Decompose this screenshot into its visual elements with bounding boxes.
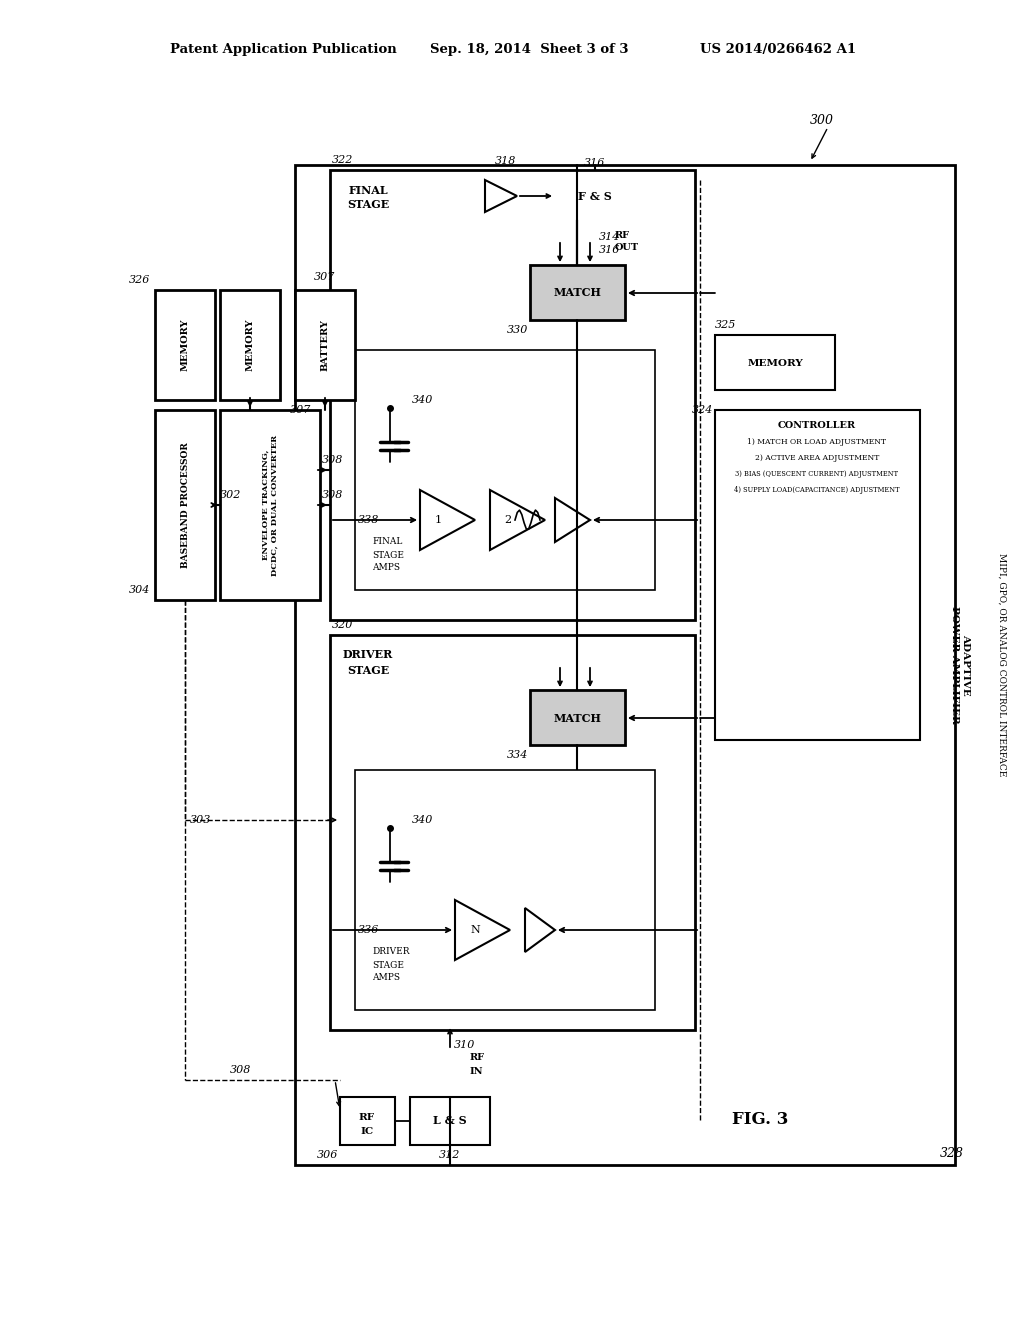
Bar [330,635,695,1030]
Text: DRIVER: DRIVER [343,649,393,660]
Text: 2) ACTIVE AREA ADJUSTMENT: 2) ACTIVE AREA ADJUSTMENT [755,454,880,462]
Text: 330: 330 [507,325,528,335]
Text: US 2014/0266462 A1: US 2014/0266462 A1 [700,44,856,57]
Bar [155,411,215,601]
Text: F & S: F & S [579,190,612,202]
Text: BASEBAND PROCESSOR: BASEBAND PROCESSOR [180,442,189,568]
Bar [715,411,920,741]
Text: 340: 340 [412,814,433,825]
Text: RF: RF [615,231,630,239]
Text: 308: 308 [322,455,343,465]
Text: AMPS: AMPS [372,974,400,982]
Bar [220,411,319,601]
Text: 318: 318 [495,156,516,166]
Bar [530,690,625,744]
Text: 340: 340 [412,395,433,405]
Text: MEMORY: MEMORY [748,359,803,367]
Text: 308: 308 [322,490,343,500]
Text: 316: 316 [585,158,605,168]
Text: IN: IN [470,1067,483,1076]
Text: FINAL: FINAL [372,537,402,546]
Text: 325: 325 [715,319,736,330]
Text: N: N [470,925,480,935]
Text: RF: RF [359,1113,375,1122]
Bar [355,350,655,590]
Text: 310: 310 [454,1040,475,1049]
Bar [330,170,695,620]
Text: 312: 312 [439,1150,461,1160]
Text: ADAPTIVE
POWER AMPLIFIER: ADAPTIVE POWER AMPLIFIER [950,606,970,723]
Text: 303: 303 [190,814,211,825]
Bar [530,265,625,319]
Text: 307: 307 [314,272,336,282]
Text: AMPS: AMPS [372,564,400,573]
Text: 326: 326 [129,275,150,285]
Text: 328: 328 [940,1147,964,1160]
Text: MIPI, GPO, OR ANALOG CONTROL INTERFACE: MIPI, GPO, OR ANALOG CONTROL INTERFACE [997,553,1007,776]
Bar [555,172,635,220]
Text: IC: IC [360,1126,374,1135]
Text: 306: 306 [316,1150,338,1160]
Text: 3) BIAS (QUESCENT CURRENT) ADJUSTMENT: 3) BIAS (QUESCENT CURRENT) ADJUSTMENT [735,470,899,478]
Bar [355,770,655,1010]
Text: MEMORY: MEMORY [246,318,255,371]
Text: MATCH: MATCH [553,713,601,723]
Bar [155,290,215,400]
Text: ENVELOPE TRACKING,
DCDC, OR DUAL CONVERTER: ENVELOPE TRACKING, DCDC, OR DUAL CONVERT… [261,434,279,576]
Bar [220,290,280,400]
Text: CONTROLLER: CONTROLLER [778,421,856,429]
Text: BATTERY: BATTERY [321,319,330,371]
Text: 304: 304 [129,585,150,595]
Text: RF: RF [470,1053,485,1063]
Text: DRIVER: DRIVER [372,948,410,957]
Text: OUT: OUT [615,243,639,252]
Text: 1) MATCH OR LOAD ADJUSTMENT: 1) MATCH OR LOAD ADJUSTMENT [748,438,887,446]
Text: Sep. 18, 2014  Sheet 3 of 3: Sep. 18, 2014 Sheet 3 of 3 [430,44,629,57]
Text: MEMORY: MEMORY [180,318,189,371]
Text: 300: 300 [810,114,834,127]
Text: 308: 308 [230,1065,251,1074]
Text: 314: 314 [599,232,621,242]
Text: STAGE: STAGE [347,199,389,210]
Text: 4) SUPPLY LOAD(CAPACITANCE) ADJUSTMENT: 4) SUPPLY LOAD(CAPACITANCE) ADJUSTMENT [734,486,900,494]
Bar [410,1097,490,1144]
Text: 316: 316 [599,246,621,255]
Text: STAGE: STAGE [347,664,389,676]
Text: L & S: L & S [433,1115,467,1126]
Bar [340,1097,395,1144]
Text: STAGE: STAGE [372,961,404,969]
Bar [295,165,955,1166]
Text: 320: 320 [332,620,353,630]
Text: 334: 334 [507,750,528,760]
Text: FINAL: FINAL [348,185,388,195]
Text: 302: 302 [220,490,242,500]
Text: 338: 338 [358,515,379,525]
Text: Patent Application Publication: Patent Application Publication [170,44,396,57]
Bar [295,290,355,400]
Text: 2: 2 [505,515,512,525]
Text: 322: 322 [332,154,353,165]
Text: STAGE: STAGE [372,550,404,560]
Text: 1: 1 [434,515,441,525]
Text: 324: 324 [691,405,713,414]
Bar [715,335,835,389]
Text: 307: 307 [290,405,311,414]
Text: MATCH: MATCH [553,288,601,298]
Text: 336: 336 [358,925,379,935]
Text: FIG. 3: FIG. 3 [732,1111,788,1129]
